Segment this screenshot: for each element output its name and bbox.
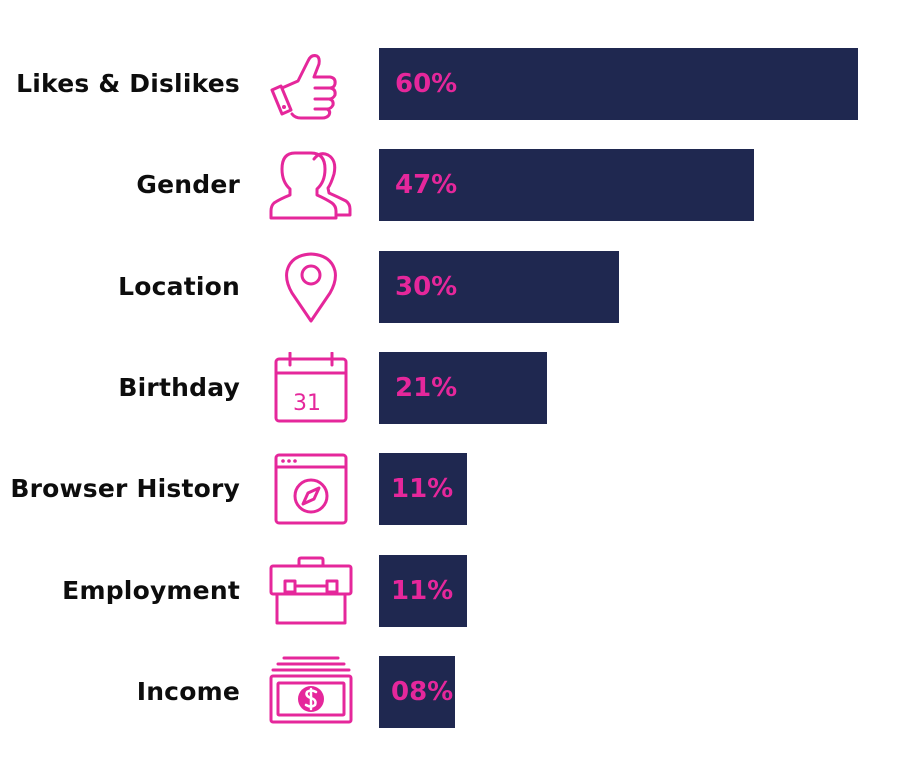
bar-row: Gender 47% — [0, 149, 907, 221]
bar: 47% — [379, 149, 754, 221]
location-pin-icon — [268, 251, 354, 323]
bar: 11% — [379, 555, 467, 627]
data-label: 21% — [395, 373, 458, 403]
bar-row: Employment 11% — [0, 555, 907, 627]
bar: 60% — [379, 48, 858, 120]
people-icon — [268, 149, 354, 221]
bar: 11% — [379, 453, 467, 525]
svg-text:31: 31 — [293, 391, 321, 416]
data-label: 08% — [391, 677, 454, 707]
bar-row: Income 08% — [0, 656, 907, 728]
category-label: Employment — [62, 576, 240, 605]
thumbs-up-icon — [268, 48, 354, 120]
category-label: Browser History — [10, 474, 240, 503]
browser-compass-icon — [268, 453, 354, 525]
category-label: Birthday — [118, 373, 240, 402]
category-label: Location — [118, 272, 240, 301]
data-label: 11% — [391, 474, 454, 504]
briefcase-icon — [268, 555, 354, 627]
bar: 21% — [379, 352, 547, 424]
bar: 30% — [379, 251, 619, 323]
bar-row: Location 30% — [0, 251, 907, 323]
data-label: 30% — [395, 272, 458, 302]
bar-row: Likes & Dislikes 60% — [0, 48, 907, 120]
data-label: 60% — [395, 69, 458, 99]
bar-row: Browser History 11% — [0, 453, 907, 525]
calendar-icon: 31 — [268, 352, 354, 424]
money-icon — [268, 656, 354, 728]
bar: 08% — [379, 656, 455, 728]
bar-row: Birthday 31 21% — [0, 352, 907, 424]
data-label: 11% — [391, 576, 454, 606]
category-label: Gender — [136, 170, 240, 199]
category-label: Income — [136, 677, 240, 706]
category-label: Likes & Dislikes — [16, 69, 240, 98]
data-label: 47% — [395, 170, 458, 200]
